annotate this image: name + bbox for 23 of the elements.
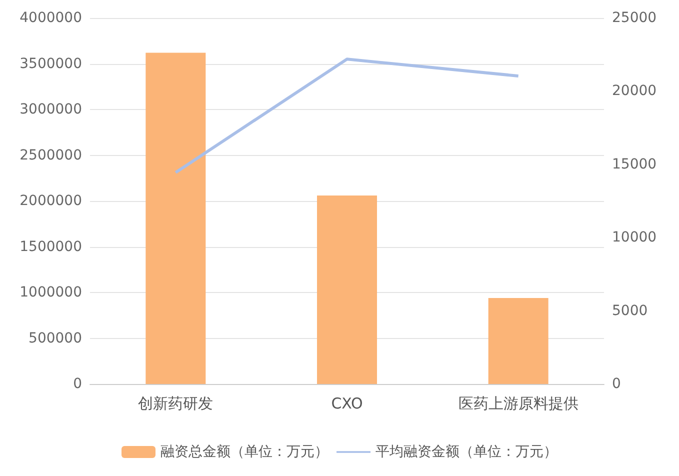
y2-tick-label: 25000 xyxy=(612,10,657,26)
x-tick-label: 医药上游原料提供 xyxy=(458,394,578,412)
bar xyxy=(317,196,377,384)
x-tick-label: CXO xyxy=(331,394,363,412)
bar xyxy=(488,298,548,384)
y-tick-label: 2500000 xyxy=(20,147,82,164)
y-tick-label: 500000 xyxy=(28,330,82,346)
y-tick-label: 4000000 xyxy=(20,10,82,26)
y2-tick-label: 5000 xyxy=(612,302,648,319)
y2-tick-label: 10000 xyxy=(612,230,657,246)
legend-label: 平均融资金额（单位：万元） xyxy=(376,444,558,460)
legend-label: 融资总金额（单位：万元） xyxy=(160,444,328,460)
y-tick-label: 0 xyxy=(73,376,82,392)
y-tick-label: 3000000 xyxy=(20,102,82,118)
x-tick-label: 创新药研发 xyxy=(138,394,214,412)
y-tick-label: 1000000 xyxy=(20,284,82,300)
y-tick-label: 3500000 xyxy=(20,56,82,72)
y-tick-label: 1500000 xyxy=(20,238,82,255)
y-tick-label: 2000000 xyxy=(20,193,82,209)
bar xyxy=(146,52,206,384)
y2-tick-label: 15000 xyxy=(612,156,657,172)
y2-tick-label: 20000 xyxy=(612,83,657,100)
y2-tick-label: 0 xyxy=(612,376,621,392)
